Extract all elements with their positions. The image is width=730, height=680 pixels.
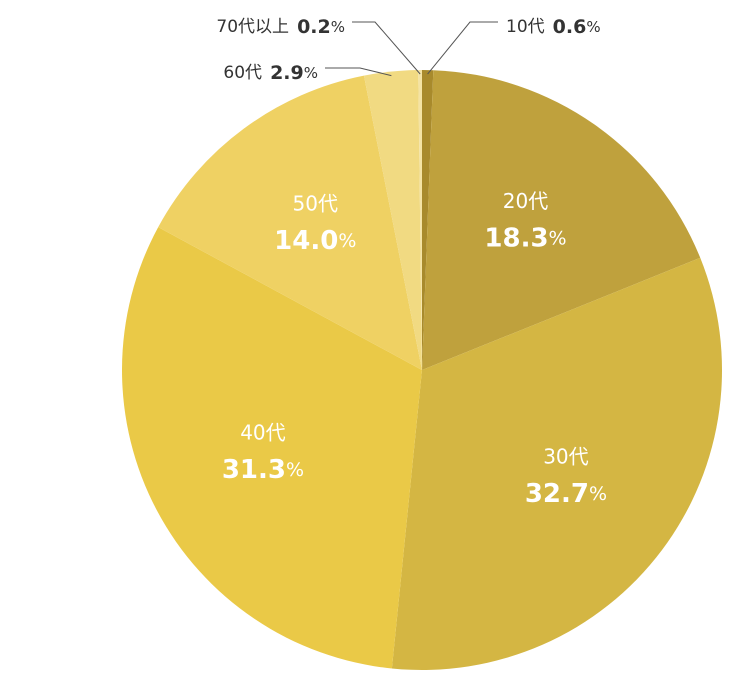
slice-label: 70代以上 0.2% [216,16,345,38]
pie-slice [422,70,701,370]
value-unit: % [589,483,607,505]
value-unit: % [338,230,356,252]
value-label: 18.3% [484,223,566,253]
category-label: 40代 [240,421,285,445]
category-label: 70代以上 [216,17,289,37]
value-number: 31.3 [222,455,286,485]
value-number: 14.0 [274,226,338,256]
pie-slice [391,257,722,670]
category-label: 60代 [223,63,262,83]
value-label: 32.7% [525,479,607,509]
value-number: 0.2 [297,16,331,38]
leader-line [325,67,392,77]
category-label: 30代 [543,445,588,469]
value-label: 2.9% [270,62,318,84]
category-label: 10代 [506,17,545,37]
value-number: 18.3 [484,223,548,253]
leader-line [427,21,498,75]
slice-label: 10代 0.6% [506,16,601,38]
pie-slice [363,70,422,371]
category-label: 50代 [293,192,338,216]
leader-line [352,21,421,75]
pie-slice [418,70,422,370]
category-label: 20代 [503,189,548,213]
value-label: 0.2% [297,16,345,38]
slice-label: 60代 2.9% [223,62,318,84]
pie-slice [122,227,423,669]
value-unit: % [331,18,345,36]
value-unit: % [286,459,304,481]
value-number: 32.7 [525,479,589,509]
pie-slice [158,75,422,370]
value-label: 0.6% [553,16,601,38]
value-label: 14.0% [274,226,356,256]
pie-slice [422,70,434,370]
value-unit: % [586,18,600,36]
value-number: 0.6 [553,16,587,38]
value-number: 2.9 [270,62,304,84]
value-unit: % [549,227,567,249]
value-label: 31.3% [222,455,304,485]
value-unit: % [304,64,318,82]
